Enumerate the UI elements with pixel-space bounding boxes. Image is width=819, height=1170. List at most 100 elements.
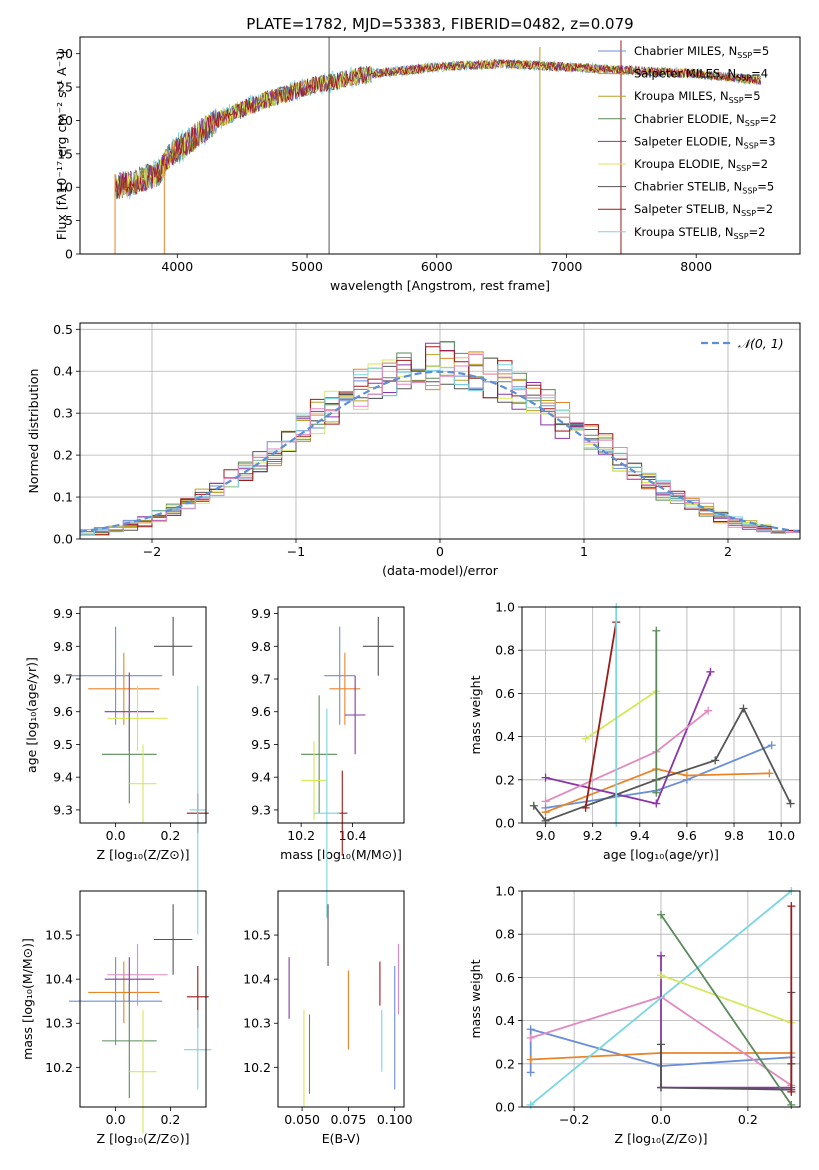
spectrum-panel: 4000 5000 6000 7000 8000051015202530waveleng…: [54, 36, 801, 293]
y-tick-label: 0.2: [495, 1056, 515, 1071]
weight-line: [545, 709, 709, 803]
weight-line: [585, 690, 657, 740]
legend-model: Salpeter ELODIE: [634, 134, 728, 148]
y-tick-label: 0.8: [495, 927, 515, 942]
x-axis-label: Z [log₁₀(Z/Z⊙)]: [97, 847, 190, 862]
legend-nssp-eq: =: [751, 157, 761, 171]
legend-model: Salpeter STELIB: [634, 202, 725, 216]
y-tick-label: 0.2: [495, 772, 515, 787]
weight-marker: [682, 771, 691, 780]
weight-line: [545, 744, 773, 809]
legend-nssp-eq: =: [756, 202, 766, 216]
legend-model: Kroupa ELODIE: [634, 157, 720, 171]
legend-nssp-prefix: , N: [720, 67, 736, 81]
x-tick-label: 0.0: [106, 828, 126, 843]
weight-marker: [541, 808, 550, 817]
weight-marker: [541, 773, 550, 782]
legend-nssp-sub: SSP: [737, 51, 752, 60]
weight-marker: [765, 769, 774, 778]
legend-nssp-sub: SSP: [741, 209, 756, 218]
weight-marker: [711, 756, 720, 765]
legend-label: Salpeter MILES, NSSP=4: [634, 67, 768, 83]
y-tick-label: 9.5: [53, 737, 73, 752]
x-tick-label: 6000: [421, 259, 453, 274]
x-axis-label: mass [log₁₀(M/M⊙)]: [280, 847, 402, 862]
mass-vs-extinction-panel: 0.050 0.075 0.100 10.2 10.3 10.4 10.5 E(B-V): [243, 890, 413, 1146]
x-tick-label: 4000: [161, 259, 193, 274]
weight-marker: [657, 971, 665, 980]
legend-label: Salpeter STELIB, NSSP=2: [634, 202, 773, 218]
legend-nssp-eq: =: [749, 225, 759, 239]
weight-marker: [581, 803, 590, 812]
y-tick-label: 9.4: [53, 770, 73, 785]
y-axis-label: age [log₁₀(age/yr)]: [24, 657, 39, 773]
x-tick-label: 5000: [291, 259, 323, 274]
weight-line: [533, 706, 792, 822]
y-tick-label: 5: [65, 213, 73, 228]
y-tick-label: 9.7: [53, 672, 73, 687]
histogram-step: [80, 354, 800, 534]
legend-nssp-prefix: , N: [729, 112, 745, 126]
x-tick-label: 0.2: [160, 1112, 180, 1127]
legend-model: Kroupa MILES: [634, 89, 713, 103]
y-tick-label: 9.8: [53, 639, 73, 654]
x-axis-label: Z [log₁₀(Z/Z⊙)]: [97, 1131, 190, 1146]
y-tick-label: 9.3: [251, 802, 271, 817]
y-tick-label: 25: [57, 80, 73, 95]
legend-nssp-eq: =: [751, 67, 761, 81]
y-tick-label: 0.4: [495, 729, 515, 744]
legend-nssp-eq: =: [759, 134, 769, 148]
x-axis-label: wavelength [Angstrom, rest frame]: [330, 278, 550, 293]
axes-frame: [79, 36, 801, 255]
weight-marker: [787, 902, 796, 911]
legend-nssp-value: 2: [761, 157, 768, 171]
x-tick-label: 9.4: [630, 828, 650, 843]
x-tick-label: 0.100: [377, 1112, 413, 1127]
legend-nssp-sub: SSP: [742, 187, 757, 196]
legend-model: Chabrier ELODIE: [634, 112, 729, 126]
legend-nssp-prefix: , N: [726, 180, 742, 194]
y-tick-label: 0.6: [495, 970, 515, 985]
y-tick-label: 10.5: [45, 928, 73, 943]
legend-model: Chabrier STELIB: [634, 180, 726, 194]
figure-title: PLATE=1782, MJD=53383, FIBERID=0482, z=0…: [246, 15, 633, 33]
x-tick-label: 9.8: [724, 828, 744, 843]
x-axis-label: E(B-V): [322, 1131, 361, 1146]
legend-nssp-sub: SSP: [745, 119, 760, 128]
normal-curve: [79, 370, 801, 533]
age-vs-mass-panel: 10.2 10.4 9.3 9.4 9.5 9.6 9.7 9.8 9.9 mass [log₁₀…: [251, 606, 405, 918]
weight-line: [530, 890, 792, 1106]
weight-marker: [652, 626, 661, 635]
y-tick-label: 9.4: [251, 770, 271, 785]
legend-nssp-eq: =: [760, 112, 770, 126]
weight-line: [545, 671, 712, 805]
weight-line: [660, 974, 792, 1024]
residual-histogram-panel: −2 −1 0 1 2 0.0 0.1 0.2 0.3 0.4 0.5 (data-model)/er…: [26, 322, 801, 578]
x-tick-label: −2: [143, 544, 161, 559]
y-tick-label: 0.0: [495, 1100, 515, 1115]
mass-vs-metallicity-panel: 0.0 0.2 10.2 10.3 10.4 10.5 Z [log₁₀(Z/Z⊙)] mas…: [20, 890, 212, 1146]
y-tick-label: 10.3: [243, 1016, 271, 1031]
weight-marker: [526, 1033, 535, 1042]
x-tick-label: 0: [436, 544, 444, 559]
y-tick-label: 9.3: [53, 802, 73, 817]
x-tick-label: 10.2: [287, 828, 315, 843]
x-tick-label: 9.0: [536, 828, 556, 843]
x-axis-label: age [log₁₀(age/yr)]: [603, 847, 719, 862]
weight-marker: [541, 816, 550, 825]
y-axis-label: mass [log₁₀(M/M⊙)]: [20, 938, 35, 1060]
axes-frame: [79, 890, 207, 1108]
y-tick-label: 0.0: [53, 532, 73, 547]
x-tick-label: 7000: [551, 259, 583, 274]
legend-label: Kroupa ELODIE, NSSP=2: [634, 157, 768, 173]
legend-nssp-value: 2: [769, 112, 776, 126]
weight-marker: [526, 1025, 535, 1034]
x-tick-label: 10.0: [767, 828, 795, 843]
weight-marker: [526, 1068, 535, 1077]
y-tick-label: 9.6: [53, 704, 73, 719]
legend-nssp-value: 5: [753, 89, 760, 103]
axes-frame: [79, 606, 207, 824]
x-tick-label: −0.2: [559, 1112, 589, 1127]
y-tick-label: 0.3: [53, 406, 73, 421]
